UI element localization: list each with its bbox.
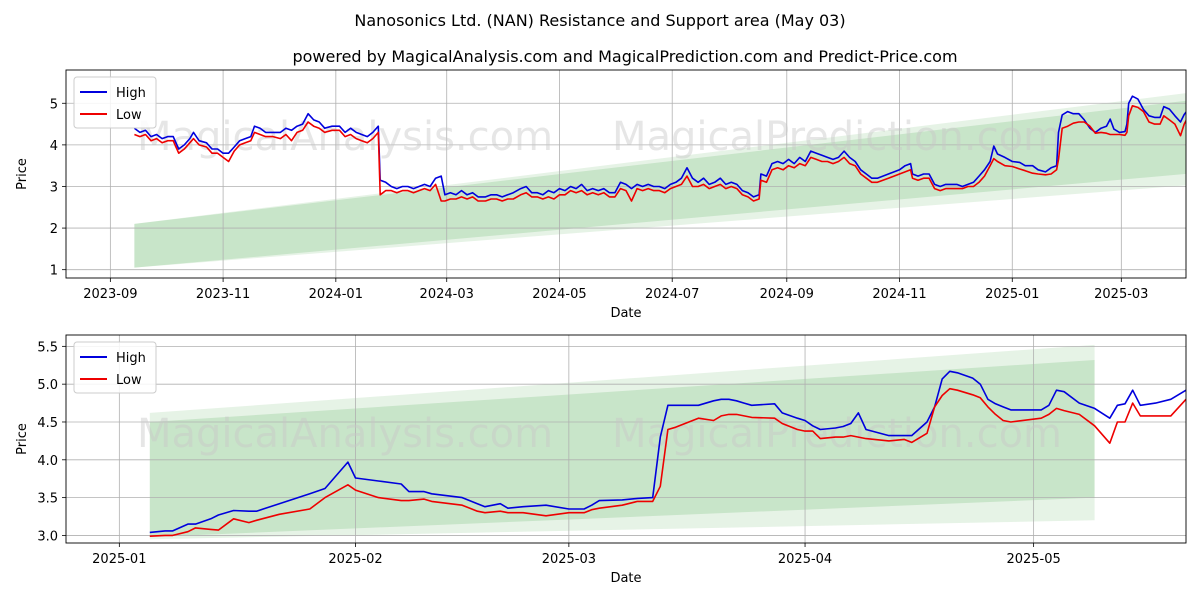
y-tick-label: 5 bbox=[50, 97, 58, 112]
y-axis-label: Price bbox=[15, 423, 30, 455]
x-tick-label: 2024-03 bbox=[420, 287, 474, 302]
x-axis-label: Date bbox=[610, 306, 641, 321]
x-tick-label: 2023-09 bbox=[83, 287, 137, 302]
plot-frame bbox=[65, 334, 1187, 544]
x-tick-label: 2024-01 bbox=[309, 287, 363, 302]
band-outer bbox=[149, 344, 1095, 540]
x-tick-label: 2025-03 bbox=[1094, 287, 1148, 302]
legend-box bbox=[73, 341, 157, 394]
x-tick-label: 2024-11 bbox=[872, 287, 926, 302]
x-tick-label: 2025-04 bbox=[778, 552, 832, 567]
legend: High Low bbox=[73, 341, 157, 394]
series-line-low bbox=[149, 387, 1186, 537]
x-tick-label: 2025-01 bbox=[985, 287, 1039, 302]
band-outer bbox=[134, 93, 1186, 268]
y-tick-label: 5.0 bbox=[37, 378, 58, 393]
x-tick-label: 2024-09 bbox=[760, 287, 814, 302]
watermark: MagicalAnalysis.com bbox=[137, 411, 553, 457]
plot-recent-zoom: 2025-01 2025-02 2025-03 2025-04 2025-05 3.0 3.… bbox=[15, 334, 1187, 586]
y-tick-label: 1 bbox=[50, 264, 58, 279]
plot-full-history: 2023-09 2023-11 2024-01 2024-03 2024-05 2024-… bbox=[15, 69, 1187, 321]
series-line-high bbox=[149, 370, 1186, 534]
watermark: MagicalPrediction.com bbox=[612, 114, 1062, 160]
y-tick-label: 2 bbox=[50, 222, 58, 237]
y-tick-label: 3.0 bbox=[37, 529, 58, 544]
legend-label-low: Low bbox=[116, 373, 142, 388]
legend-box bbox=[73, 76, 157, 129]
x-tick-label: 2025-05 bbox=[1006, 552, 1060, 567]
chart-subtitle: powered by MagicalAnalysis.com and Magic… bbox=[292, 47, 957, 66]
legend-label-low: Low bbox=[116, 108, 142, 123]
y-tick-label: 4 bbox=[50, 139, 58, 154]
legend: High Low bbox=[73, 76, 157, 129]
x-tick-label: 2025-01 bbox=[92, 552, 146, 567]
x-tick-label: 2025-03 bbox=[542, 552, 596, 567]
band-inner bbox=[134, 100, 1186, 268]
legend-label-high: High bbox=[116, 351, 146, 366]
y-tick-label: 4.0 bbox=[37, 454, 58, 469]
band-inner bbox=[149, 359, 1095, 537]
y-tick-label: 5.5 bbox=[37, 340, 58, 355]
series-line-high bbox=[133, 95, 1186, 198]
watermark: MagicalPrediction.com bbox=[612, 411, 1062, 457]
legend-label-high: High bbox=[116, 86, 146, 101]
x-tick-label: 2025-02 bbox=[328, 552, 382, 567]
plot-frame bbox=[65, 69, 1187, 279]
x-axis-label: Date bbox=[610, 571, 641, 586]
series-line-low bbox=[134, 105, 1186, 202]
x-tick-label: 2024-07 bbox=[645, 287, 699, 302]
y-tick-label: 3 bbox=[50, 180, 58, 195]
y-tick-label: 3.5 bbox=[37, 492, 58, 507]
y-tick-label: 4.5 bbox=[37, 416, 58, 431]
chart-title: Nanosonics Ltd. (NAN) Resistance and Sup… bbox=[354, 11, 845, 30]
x-tick-label: 2024-05 bbox=[532, 287, 586, 302]
y-axis-label: Price bbox=[15, 158, 30, 190]
x-tick-label: 2023-11 bbox=[196, 287, 250, 302]
